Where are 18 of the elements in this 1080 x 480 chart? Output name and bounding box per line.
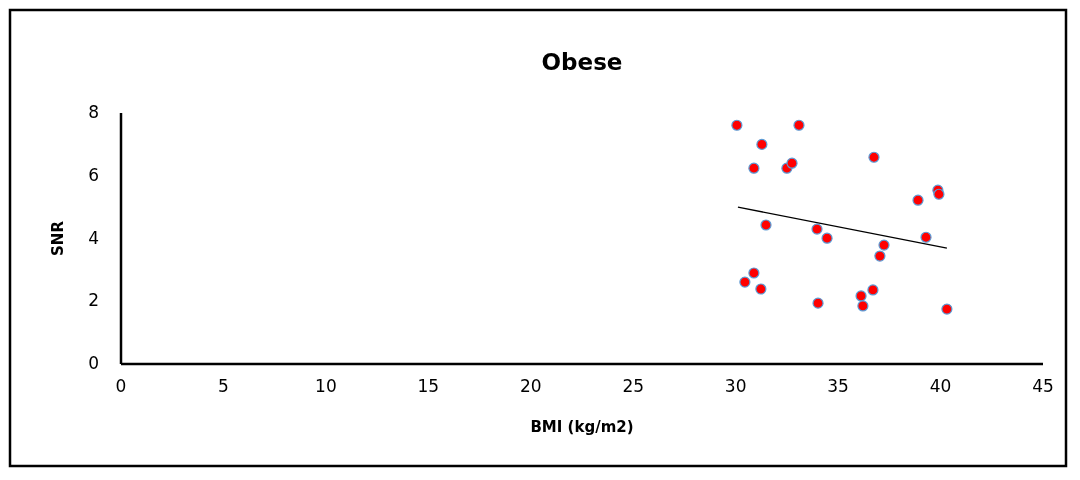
y-tick-label: 2 [88, 290, 99, 311]
chart-title: Obese [541, 49, 623, 75]
y-axis-title: SNR [49, 220, 67, 256]
y-tick-label: 8 [88, 102, 99, 122]
x-tick-label: 35 [827, 376, 849, 396]
y-tick-label: 0 [88, 353, 99, 373]
x-tick-label: 15 [417, 376, 440, 396]
y-tick-label: 4 [88, 227, 99, 248]
x-tick-label: 0 [115, 376, 127, 396]
x-axis-title: BMI (kg/m2) [530, 418, 634, 436]
x-tick-label: 45 [1032, 376, 1054, 396]
y-tick-label: 6 [88, 164, 99, 185]
x-tick-label: 30 [724, 376, 747, 396]
x-tick-label: 5 [218, 376, 229, 396]
x-tick-label: 40 [929, 376, 952, 396]
x-tick-label: 20 [519, 376, 542, 396]
x-tick-label: 10 [315, 376, 337, 396]
x-tick-label: 25 [622, 376, 645, 396]
